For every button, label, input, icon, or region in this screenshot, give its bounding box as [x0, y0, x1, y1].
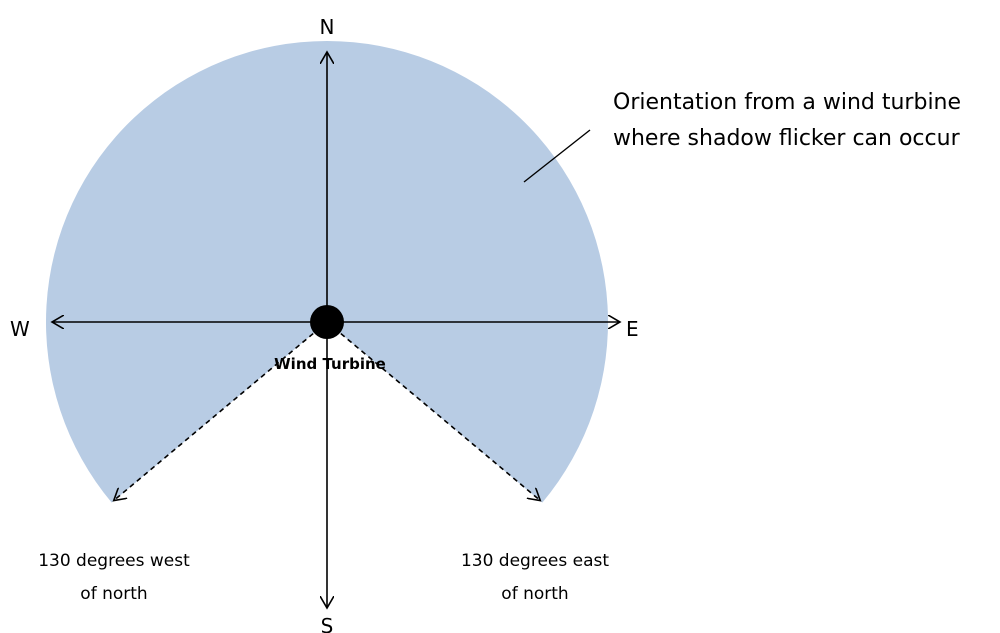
east-label: E — [626, 317, 639, 341]
west-label: W — [10, 317, 30, 341]
east-limit-label-line-1: 130 degrees east — [461, 551, 609, 571]
east-limit-label-line-2: of north — [501, 584, 568, 604]
wind-turbine-label: Wind Turbine — [274, 355, 386, 373]
west-limit-label-line-2: of north — [80, 584, 147, 604]
south-label: S — [321, 614, 334, 633]
zone-description-line-1: Orientation from a wind turbine — [613, 90, 961, 115]
zone-description-line-2: where shadow flicker can occur — [613, 126, 961, 151]
north-label: N — [320, 15, 335, 39]
west-limit-label-line-1: 130 degrees west — [38, 551, 190, 571]
wind-turbine-marker — [310, 305, 344, 339]
